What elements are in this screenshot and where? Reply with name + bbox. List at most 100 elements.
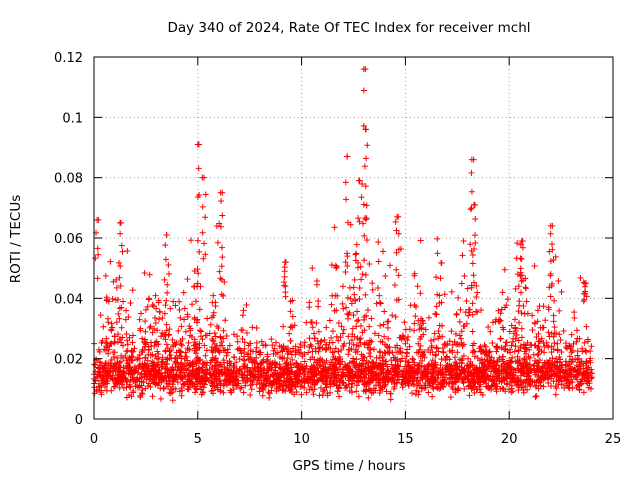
data-point xyxy=(480,348,487,355)
data-point xyxy=(138,390,145,397)
data-point xyxy=(356,366,363,373)
data-point xyxy=(347,366,354,373)
data-point xyxy=(522,284,529,291)
data-point xyxy=(247,377,254,384)
data-point xyxy=(454,363,461,370)
data-point xyxy=(287,324,294,331)
data-point xyxy=(366,350,373,357)
data-point xyxy=(556,377,563,384)
data-point xyxy=(250,369,257,376)
data-point xyxy=(96,365,103,372)
data-point xyxy=(340,343,347,350)
data-point xyxy=(391,383,398,390)
data-point xyxy=(523,298,530,305)
data-point xyxy=(257,360,264,367)
data-point xyxy=(532,383,539,390)
data-point xyxy=(136,355,143,362)
data-point xyxy=(220,327,227,334)
chart-title: Day 340 of 2024, Rate Of TEC Index for r… xyxy=(167,20,530,36)
data-point xyxy=(542,375,549,382)
data-point xyxy=(488,382,495,389)
data-point xyxy=(517,344,524,351)
data-point xyxy=(234,382,241,389)
data-point xyxy=(470,384,477,391)
data-point xyxy=(308,343,315,350)
data-point xyxy=(216,268,223,275)
data-point xyxy=(368,315,375,322)
data-point xyxy=(502,339,509,346)
data-point xyxy=(344,294,351,301)
data-point xyxy=(344,153,351,160)
data-point xyxy=(411,327,418,334)
data-point xyxy=(233,366,240,373)
data-point xyxy=(521,355,528,362)
data-point xyxy=(327,383,334,390)
data-point xyxy=(531,319,538,326)
data-point xyxy=(445,368,452,375)
data-point xyxy=(152,319,159,326)
data-point xyxy=(136,316,143,323)
data-point xyxy=(433,311,440,318)
data-point xyxy=(584,369,591,376)
data-point xyxy=(366,261,373,268)
data-point xyxy=(377,300,384,307)
data-point xyxy=(301,370,308,377)
data-point xyxy=(425,347,432,354)
data-point xyxy=(298,391,305,398)
data-point xyxy=(454,349,461,356)
data-point xyxy=(218,244,225,251)
data-point xyxy=(346,387,353,394)
data-point xyxy=(142,328,149,335)
data-point xyxy=(154,348,161,355)
data-point xyxy=(469,328,476,335)
data-point xyxy=(164,355,171,362)
data-point xyxy=(405,375,412,382)
data-point xyxy=(329,349,336,356)
data-point xyxy=(518,278,525,285)
data-point xyxy=(419,375,426,382)
data-point xyxy=(573,374,580,381)
data-point xyxy=(583,293,590,300)
data-point xyxy=(295,346,302,353)
data-point xyxy=(462,309,469,316)
data-point xyxy=(327,389,334,396)
data-point xyxy=(98,382,105,389)
data-point xyxy=(338,346,345,353)
data-point xyxy=(551,372,558,379)
data-point xyxy=(576,387,583,394)
data-point xyxy=(453,341,460,348)
data-point xyxy=(93,388,100,395)
data-point xyxy=(210,337,217,344)
data-point xyxy=(344,315,351,322)
data-point xyxy=(385,318,392,325)
data-point xyxy=(578,378,585,385)
data-point xyxy=(100,379,107,386)
data-point xyxy=(383,388,390,395)
data-point xyxy=(389,312,396,319)
data-point xyxy=(426,366,433,373)
data-point xyxy=(268,387,275,394)
data-point xyxy=(388,371,395,378)
data-point xyxy=(330,364,337,371)
data-point xyxy=(558,288,565,295)
data-point xyxy=(160,384,167,391)
data-point xyxy=(565,384,572,391)
data-point xyxy=(105,372,112,379)
data-point xyxy=(164,345,171,352)
data-point xyxy=(429,393,436,400)
data-point xyxy=(547,258,554,265)
data-point xyxy=(211,330,218,337)
data-point xyxy=(186,370,193,377)
data-point xyxy=(289,356,296,363)
data-point xyxy=(443,354,450,361)
data-point xyxy=(315,328,322,335)
data-point xyxy=(562,343,569,350)
data-point xyxy=(500,326,507,333)
data-point xyxy=(283,371,290,378)
data-point xyxy=(441,291,448,298)
data-point xyxy=(452,331,459,338)
data-point xyxy=(342,382,349,389)
data-point xyxy=(513,380,520,387)
data-point xyxy=(188,237,195,244)
data-point xyxy=(209,299,216,306)
